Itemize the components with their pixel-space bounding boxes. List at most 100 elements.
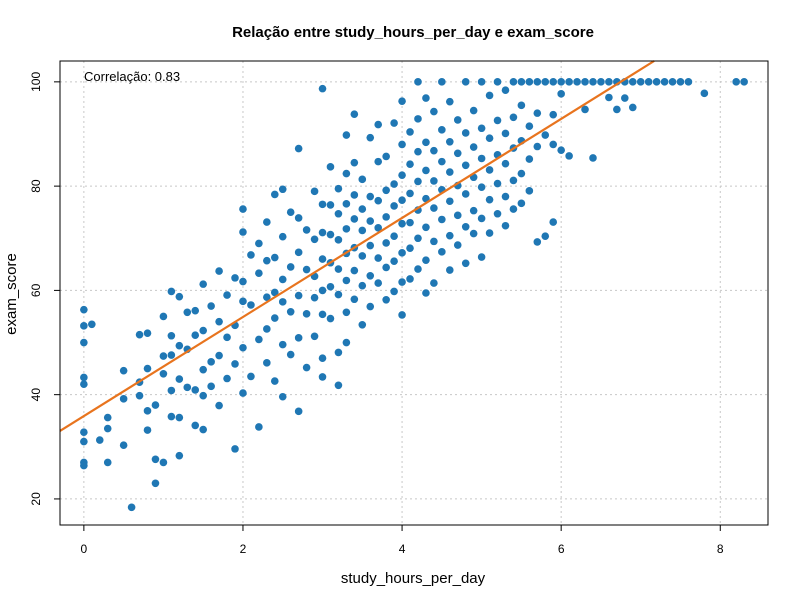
data-point xyxy=(398,278,406,286)
data-point xyxy=(430,177,438,185)
trend-line xyxy=(59,60,655,432)
data-point xyxy=(215,317,223,326)
data-point xyxy=(509,78,518,86)
data-point xyxy=(485,229,494,237)
data-point xyxy=(342,225,351,233)
data-point xyxy=(223,374,231,383)
data-point xyxy=(374,120,383,129)
data-point xyxy=(159,312,168,321)
data-point xyxy=(390,287,398,296)
data-point xyxy=(302,265,311,274)
data-point xyxy=(676,78,685,86)
data-point xyxy=(342,169,351,178)
data-point xyxy=(477,183,486,191)
data-point xyxy=(175,451,184,460)
data-point xyxy=(605,93,613,102)
data-point xyxy=(191,421,200,430)
data-point xyxy=(183,383,192,392)
data-point xyxy=(175,413,184,422)
data-point xyxy=(199,365,207,374)
data-point xyxy=(318,228,327,237)
data-point xyxy=(358,226,367,235)
data-point xyxy=(247,372,255,381)
data-point xyxy=(382,295,390,304)
data-point xyxy=(461,190,470,198)
data-point xyxy=(414,265,422,273)
data-point xyxy=(549,140,558,149)
data-point xyxy=(485,195,494,204)
data-point xyxy=(414,234,422,243)
data-point xyxy=(175,341,184,350)
data-point xyxy=(366,133,375,142)
data-point xyxy=(652,78,661,86)
data-point xyxy=(270,288,279,297)
data-point xyxy=(557,78,565,86)
data-point xyxy=(517,169,526,178)
data-point xyxy=(525,78,534,86)
data-point xyxy=(294,144,303,153)
data-point xyxy=(350,110,359,118)
data-point xyxy=(191,331,200,340)
y-tick-label: 20 xyxy=(29,492,43,506)
data-point xyxy=(310,293,319,302)
data-point xyxy=(231,274,239,282)
data-point xyxy=(414,115,422,123)
data-point xyxy=(422,194,430,203)
data-point xyxy=(167,331,176,340)
data-point xyxy=(318,286,327,295)
data-point xyxy=(278,392,287,401)
data-point xyxy=(80,338,88,347)
data-point xyxy=(119,366,128,375)
data-point xyxy=(143,407,152,415)
data-point xyxy=(382,213,390,221)
data-point xyxy=(422,289,430,297)
data-point xyxy=(302,226,311,234)
data-point xyxy=(398,97,406,105)
data-point xyxy=(485,91,494,100)
data-point xyxy=(461,259,470,268)
data-point xyxy=(80,305,88,314)
data-point xyxy=(660,78,669,86)
data-point xyxy=(103,458,112,467)
data-point xyxy=(318,200,327,209)
data-point xyxy=(477,154,486,163)
data-point xyxy=(334,265,343,273)
data-point xyxy=(239,297,247,306)
data-point xyxy=(80,373,88,382)
data-point xyxy=(581,78,589,86)
data-point xyxy=(501,86,510,94)
data-point xyxy=(382,263,390,272)
data-point xyxy=(302,310,311,318)
data-point xyxy=(358,252,367,260)
y-tick-label: 80 xyxy=(29,179,43,193)
data-point xyxy=(326,282,335,291)
data-point xyxy=(406,275,414,283)
data-point xyxy=(80,380,88,389)
data-point xyxy=(589,154,597,162)
data-point xyxy=(565,78,573,86)
data-point xyxy=(302,363,311,372)
data-point xyxy=(597,78,605,86)
data-point xyxy=(334,209,343,218)
data-point xyxy=(167,351,176,359)
data-point xyxy=(445,97,454,106)
data-point xyxy=(374,254,383,262)
data-point xyxy=(294,248,303,257)
data-point xyxy=(453,149,462,158)
data-point xyxy=(334,290,343,299)
data-point xyxy=(541,131,550,139)
x-axis: 0 2 4 6 8 xyxy=(81,525,724,556)
data-point xyxy=(740,78,748,86)
data-point xyxy=(80,461,88,470)
data-points xyxy=(80,78,748,512)
data-point xyxy=(557,146,565,154)
data-point xyxy=(350,215,359,223)
data-point xyxy=(398,219,406,228)
data-point xyxy=(390,257,398,265)
data-point xyxy=(398,311,406,319)
data-point xyxy=(270,190,279,199)
data-point xyxy=(461,161,470,170)
data-point xyxy=(430,146,438,155)
